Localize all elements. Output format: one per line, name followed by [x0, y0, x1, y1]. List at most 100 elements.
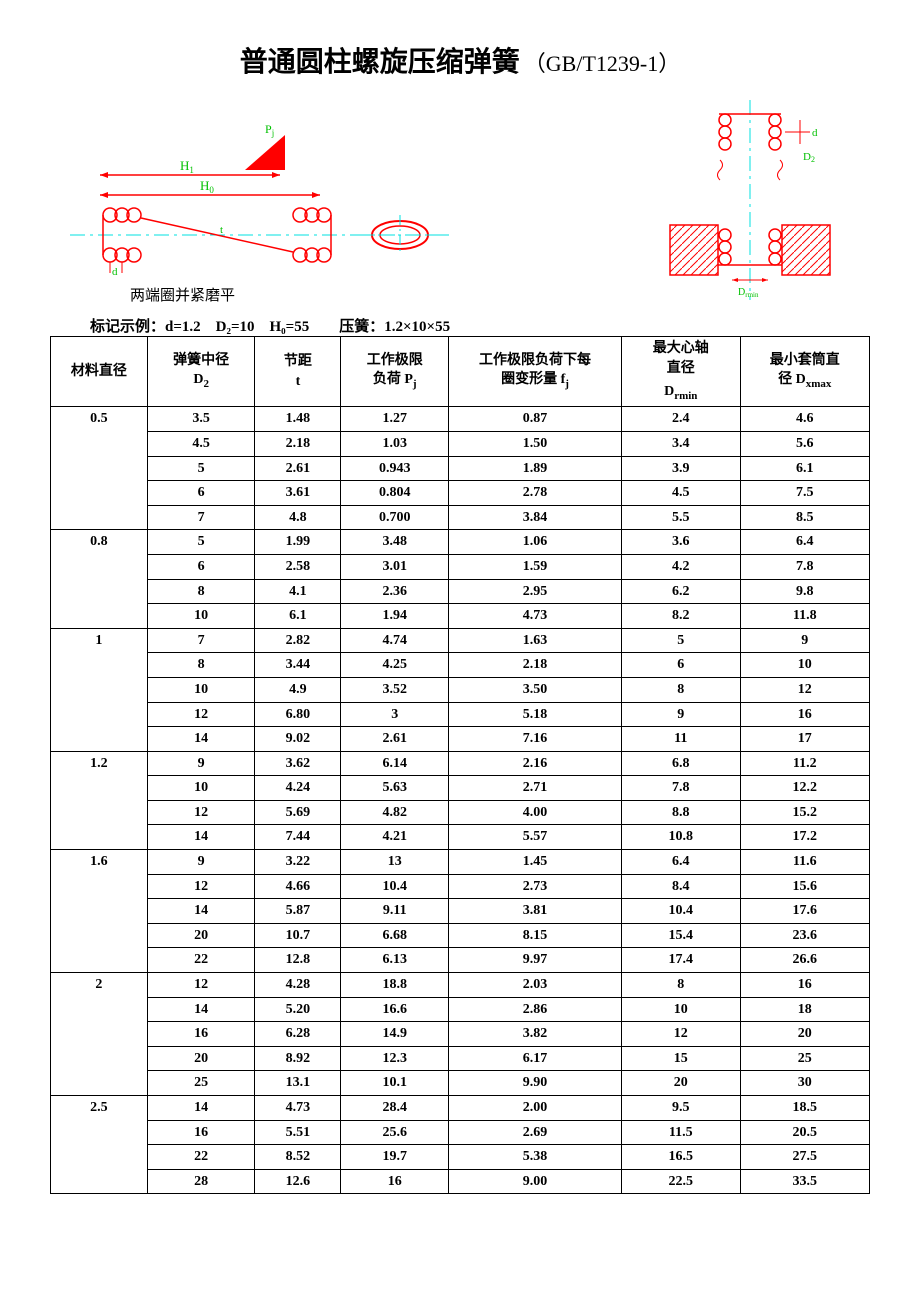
- table-cell: 2.61: [341, 727, 449, 752]
- table-row: 63.610.8042.784.57.5: [51, 481, 870, 506]
- table-cell: 2.16: [449, 751, 622, 776]
- table-cell: 9.11: [341, 899, 449, 924]
- svg-text:d: d: [812, 127, 818, 139]
- table-cell: 8.8: [621, 800, 740, 825]
- table-cell: 28: [147, 1169, 255, 1194]
- table-cell: 12: [147, 800, 255, 825]
- title-main: 普通圆柱螺旋压缩弹簧: [240, 46, 520, 77]
- table-cell: 13: [341, 850, 449, 875]
- table-cell: 7: [147, 628, 255, 653]
- table-cell: 2.00: [449, 1096, 622, 1121]
- table-cell: 4.8: [255, 505, 341, 530]
- table-cell: 11.6: [740, 850, 869, 875]
- table-cell: 5: [147, 530, 255, 555]
- table-cell: 3.61: [255, 481, 341, 506]
- table-cell: 3.48: [341, 530, 449, 555]
- table-cell: 6.1: [255, 604, 341, 629]
- table-cell: 26.6: [740, 948, 869, 973]
- table-cell: 3.44: [255, 653, 341, 678]
- header-drmin-line3: Drmin: [621, 380, 740, 407]
- table-cell: 4.66: [255, 874, 341, 899]
- table-row: 149.022.617.161117: [51, 727, 870, 752]
- table-cell: 10: [147, 776, 255, 801]
- table-cell: 2.82: [255, 628, 341, 653]
- table-cell: 10.7: [255, 923, 341, 948]
- table-cell: 12.6: [255, 1169, 341, 1194]
- table-cell: 2.86: [449, 997, 622, 1022]
- table-row: 84.12.362.956.29.8: [51, 579, 870, 604]
- table-cell: 9.5: [621, 1096, 740, 1121]
- table-cell: 5.63: [341, 776, 449, 801]
- table-cell: 27.5: [740, 1145, 869, 1170]
- table-row: 2812.6169.0022.533.5: [51, 1169, 870, 1194]
- cell-material-diameter: 2: [51, 973, 148, 1096]
- table-cell: 12.8: [255, 948, 341, 973]
- table-cell: 2.71: [449, 776, 622, 801]
- table-cell: 2.73: [449, 874, 622, 899]
- svg-text:H1: H1: [180, 158, 194, 175]
- table-cell: 11.2: [740, 751, 869, 776]
- table-cell: 2.03: [449, 973, 622, 998]
- table-row: 2124.2818.82.03816: [51, 973, 870, 998]
- table-cell: 4.28: [255, 973, 341, 998]
- table-cell: 3.22: [255, 850, 341, 875]
- table-row: 62.583.011.594.27.8: [51, 554, 870, 579]
- table-cell: 5.38: [449, 1145, 622, 1170]
- table-cell: 2.69: [449, 1120, 622, 1145]
- table-cell: 30: [740, 1071, 869, 1096]
- table-cell: 12.2: [740, 776, 869, 801]
- table-cell: 3.4: [621, 431, 740, 456]
- table-cell: 6.17: [449, 1046, 622, 1071]
- svg-text:t: t: [220, 224, 223, 236]
- table-row: 208.9212.36.171525: [51, 1046, 870, 1071]
- table-cell: 1.06: [449, 530, 622, 555]
- svg-text:H0: H0: [200, 178, 214, 195]
- table-row: 2212.86.139.9717.426.6: [51, 948, 870, 973]
- table-cell: 33.5: [740, 1169, 869, 1194]
- table-cell: 1.45: [449, 850, 622, 875]
- table-cell: 16: [341, 1169, 449, 1194]
- table-cell: 1.48: [255, 407, 341, 432]
- header-drmin: 最大心轴 直径: [621, 337, 740, 381]
- table-cell: 3.9: [621, 456, 740, 481]
- table-cell: 7.44: [255, 825, 341, 850]
- table-cell: 16: [740, 973, 869, 998]
- header-d: 材料直径: [51, 337, 148, 407]
- table-cell: 2.36: [341, 579, 449, 604]
- table-cell: 5: [147, 456, 255, 481]
- table-cell: 18.8: [341, 973, 449, 998]
- table-cell: 7.8: [740, 554, 869, 579]
- table-row: 4.52.181.031.503.45.6: [51, 431, 870, 456]
- spring-data-table: 材料直径 弹簧中径 D2 节距 t 工作极限 负荷 Pj 工作极限负荷下每 圈变…: [50, 336, 870, 1194]
- table-cell: 1.89: [449, 456, 622, 481]
- table-cell: 11.5: [621, 1120, 740, 1145]
- table-row: 83.444.252.18610: [51, 653, 870, 678]
- cell-material-diameter: 0.5: [51, 407, 148, 530]
- table-cell: 4.73: [255, 1096, 341, 1121]
- table-cell: 6.4: [621, 850, 740, 875]
- table-row: 52.610.9431.893.96.1: [51, 456, 870, 481]
- table-cell: 3.81: [449, 899, 622, 924]
- table-cell: 25: [740, 1046, 869, 1071]
- table-cell: 4.25: [341, 653, 449, 678]
- table-row: 2.5144.7328.42.009.518.5: [51, 1096, 870, 1121]
- diagram-right: d D2 Drmin: [650, 100, 850, 305]
- table-cell: 6.4: [740, 530, 869, 555]
- table-cell: 17.6: [740, 899, 869, 924]
- table-cell: 3: [341, 702, 449, 727]
- table-cell: 0.87: [449, 407, 622, 432]
- table-cell: 22.5: [621, 1169, 740, 1194]
- table-cell: 9: [740, 628, 869, 653]
- table-cell: 16: [147, 1022, 255, 1047]
- table-cell: 8.2: [621, 604, 740, 629]
- table-cell: 28.4: [341, 1096, 449, 1121]
- svg-text:Pj: Pj: [265, 122, 274, 138]
- table-cell: 12: [621, 1022, 740, 1047]
- svg-text:D2: D2: [803, 151, 815, 164]
- table-cell: 10.4: [341, 874, 449, 899]
- table-cell: 14: [147, 727, 255, 752]
- table-row: 125.694.824.008.815.2: [51, 800, 870, 825]
- table-cell: 8.52: [255, 1145, 341, 1170]
- table-cell: 8: [147, 653, 255, 678]
- table-cell: 0.804: [341, 481, 449, 506]
